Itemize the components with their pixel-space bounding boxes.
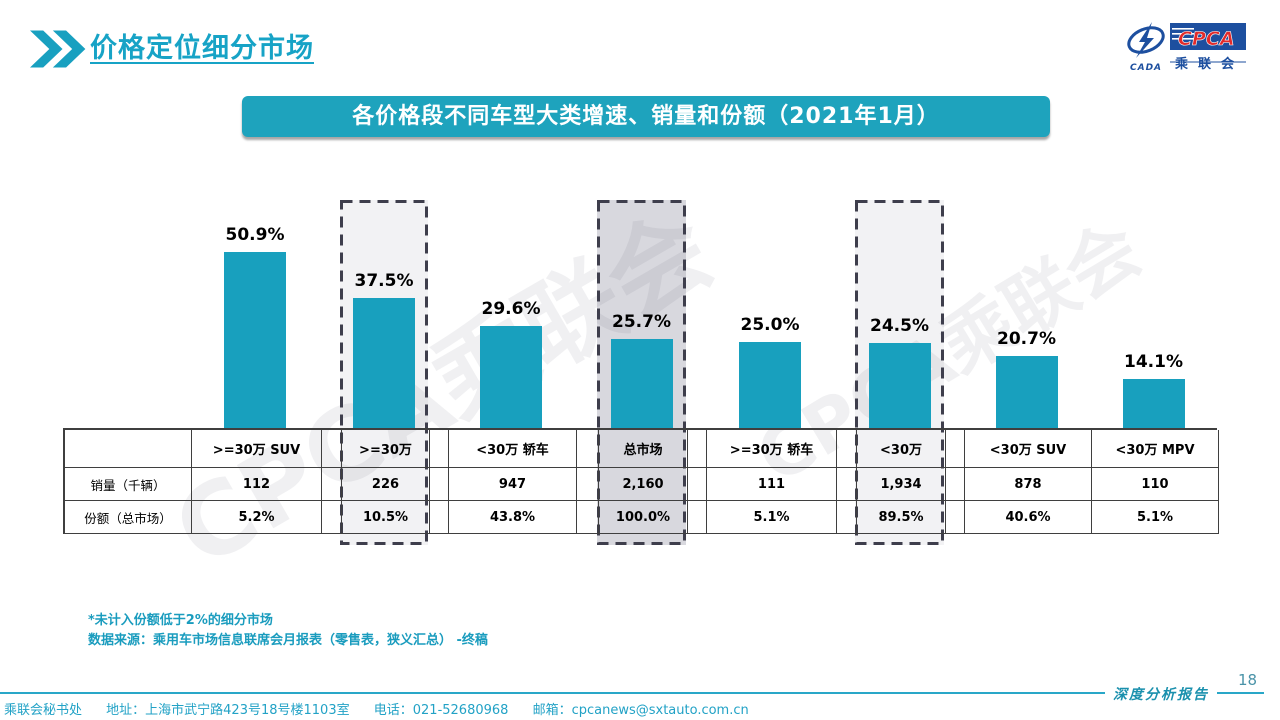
bar <box>739 342 801 428</box>
table-spacer-cell <box>688 430 707 468</box>
table-cell: 5.1% <box>707 501 837 534</box>
table-spacer-cell <box>946 468 965 501</box>
footer-divider <box>0 692 1264 694</box>
chart-title-banner: 各价格段不同车型大类增速、销量和份额（2021年1月） <box>242 96 1050 137</box>
bar <box>610 339 673 428</box>
bar <box>224 252 286 428</box>
table-cell: 销量（千辆） <box>65 468 192 501</box>
table-cell: 2,160 <box>599 468 688 501</box>
table-cell: <30万 SUV <box>965 430 1092 468</box>
table-cell: 111 <box>707 468 837 501</box>
logo-cada-text: CADA <box>1130 63 1162 73</box>
table-cell: 112 <box>192 468 322 501</box>
bar-value-label: 14.1% <box>1124 352 1183 372</box>
table-spacer-cell <box>837 501 857 534</box>
table-spacer-cell <box>322 430 342 468</box>
bar-value-label: 25.7% <box>612 312 671 332</box>
bar <box>1122 379 1185 428</box>
table-spacer-cell <box>322 468 342 501</box>
table-spacer-cell <box>430 430 449 468</box>
footer-email: 邮箱：cpcanews@sxtauto.com.cn <box>532 703 749 718</box>
table-cell: 份额（总市场） <box>65 501 192 534</box>
table-cell: 1,934 <box>857 468 946 501</box>
table-cell: <30万 轿车 <box>449 430 577 468</box>
footnote: *未计入份额低于2%的细分市场 <box>88 613 273 628</box>
bar-value-label: 50.9% <box>225 225 285 245</box>
footer-phone: 电话：021-52680968 <box>373 703 509 718</box>
bar-value-label: 29.6% <box>481 299 541 319</box>
table-cell: >=30万 轿车 <box>707 430 837 468</box>
data-source-note: 数据来源：乘用车市场信息联席会月报表（零售表，狭义汇总） -终稿 <box>88 633 488 648</box>
notes-block: *未计入份额低于2%的细分市场 数据来源：乘用车市场信息联席会月报表（零售表，狭… <box>88 611 488 651</box>
table-spacer-cell <box>322 501 342 534</box>
table-cell: 10.5% <box>342 501 430 534</box>
table-spacer-cell <box>688 501 707 534</box>
table-cell: 100.0% <box>599 501 688 534</box>
footer-address: 地址：上海市武宁路423号18号楼1103室 <box>106 703 350 718</box>
table-cell: 89.5% <box>857 501 946 534</box>
table-cell: 226 <box>342 468 430 501</box>
table-spacer-cell <box>577 430 599 468</box>
report-type-label: 深度分析报告 <box>1105 684 1217 704</box>
table-spacer-cell <box>946 501 965 534</box>
table-spacer-cell <box>577 468 599 501</box>
data-table: >=30万 SUV >=30万 <30万 轿车 总市场 >=30万 轿车 <30万 <30万… <box>63 428 1219 534</box>
footer-contact: 乘联会秘书处 地址：上海市武宁路423号18号楼1103室 电话：021-526… <box>4 699 769 718</box>
double-chevron-icon <box>30 30 86 68</box>
bar-value-label: 20.7% <box>997 329 1056 349</box>
cpca-logo: CADA CPCA 乘联会 <box>1122 18 1254 74</box>
table-cell: <30万 MPV <box>1092 430 1219 468</box>
page-title: 价格定位细分市场 <box>90 33 314 64</box>
bar <box>868 343 931 428</box>
bar-value-label: 25.0% <box>740 315 800 335</box>
bar-value-label: 24.5% <box>870 316 929 336</box>
cpca-logo-graphic: CADA CPCA 乘联会 <box>1127 22 1246 73</box>
table-cell: 5.1% <box>1092 501 1219 534</box>
bar-value-label: 37.5% <box>354 271 414 291</box>
table-cell <box>65 430 192 468</box>
table-spacer-cell <box>430 501 449 534</box>
table-spacer-cell <box>837 468 857 501</box>
table-spacer-cell <box>577 501 599 534</box>
logo-cn-text: 乘联会 <box>1174 56 1244 72</box>
table-cell: 43.8% <box>449 501 577 534</box>
table-cell: 110 <box>1092 468 1219 501</box>
table-cell: >=30万 <box>342 430 430 468</box>
bar <box>995 356 1058 428</box>
footer-secretariat: 乘联会秘书处 <box>4 703 83 718</box>
table-cell: 947 <box>449 468 577 501</box>
table-cell: 40.6% <box>965 501 1092 534</box>
table-spacer-cell <box>946 430 965 468</box>
logo-cpca-text: CPCA <box>1178 28 1235 50</box>
page-number: 18 <box>1238 671 1258 689</box>
bar <box>480 326 542 428</box>
table-cell: 总市场 <box>599 430 688 468</box>
table-spacer-cell <box>837 430 857 468</box>
table-spacer-cell <box>430 468 449 501</box>
table-cell: <30万 <box>857 430 946 468</box>
bar <box>353 298 415 428</box>
table-spacer-cell <box>688 468 707 501</box>
table-cell: 5.2% <box>192 501 322 534</box>
table-cell: >=30万 SUV <box>192 430 322 468</box>
table-cell: 878 <box>965 468 1092 501</box>
